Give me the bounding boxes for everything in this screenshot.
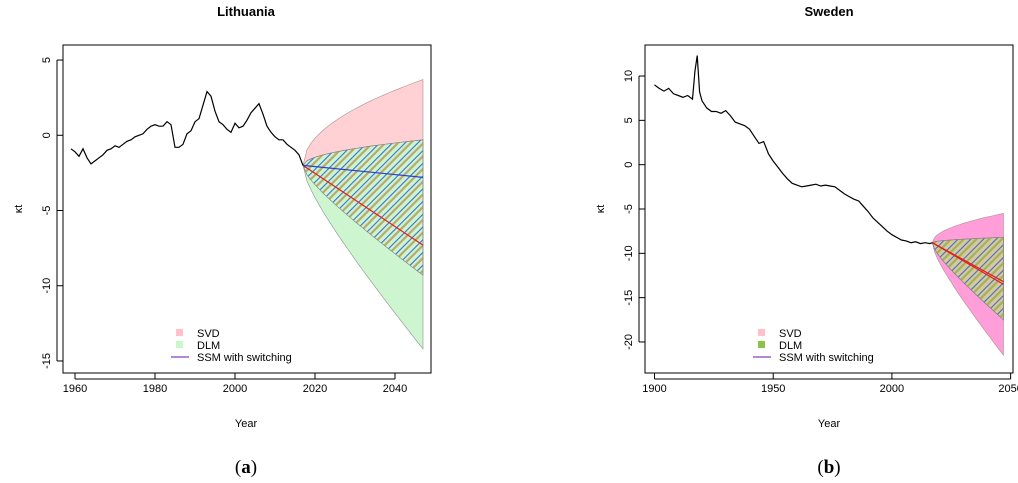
forecast-bands xyxy=(302,79,424,350)
ssm-band xyxy=(931,237,1004,321)
forecast-bands xyxy=(931,213,1004,357)
historical-line xyxy=(654,55,933,245)
legend-label: SSM with switching xyxy=(779,352,874,364)
ssm-forecast-line xyxy=(302,164,424,179)
x-tick-label: 1900 xyxy=(642,383,666,395)
historical-series xyxy=(70,90,304,166)
x-tick-label: 2040 xyxy=(383,383,407,395)
legend-swatch xyxy=(176,329,183,336)
panel-label: (b) xyxy=(817,457,840,478)
legend-label: DLM xyxy=(197,340,220,352)
plot-frame xyxy=(62,44,432,374)
historical-series xyxy=(654,55,933,245)
legend-swatch xyxy=(176,341,183,348)
y-tick-label: -10 xyxy=(623,245,635,261)
panel-lithuania: Lithuania 1960 1980 2000 2020 2040 5 0 -5 -10 -1… xyxy=(13,4,432,478)
ssm-forecast-line xyxy=(931,242,1004,283)
legend-swatch xyxy=(758,341,765,348)
x-tick-label: 1960 xyxy=(63,383,87,395)
panel-label: (a) xyxy=(235,457,257,478)
y-tick-label: -5 xyxy=(41,206,53,216)
legend-label: DLM xyxy=(779,340,802,352)
y-axis: 10 5 0 -5 -10 -15 -20 xyxy=(623,70,645,350)
y-tick-label: -20 xyxy=(623,334,635,350)
legend-label: SVD xyxy=(197,328,220,340)
y-tick-label: -10 xyxy=(41,278,53,294)
x-axis-label: Year xyxy=(235,418,258,430)
historical-line xyxy=(70,90,304,166)
x-axis: 1960 1980 2000 2020 2040 xyxy=(63,373,407,395)
x-tick-label: 2000 xyxy=(880,383,904,395)
y-tick-label: 5 xyxy=(41,57,53,63)
x-axis-label: Year xyxy=(818,418,841,430)
panel-sweden: Sweden 1900195020002050 1050-5-10-15-20 … xyxy=(595,4,1018,478)
legend-label: SVD xyxy=(779,328,802,340)
y-axis: 5 0 -5 -10 -15 xyxy=(41,57,63,369)
y-tick-label: 0 xyxy=(41,132,53,138)
y-axis-label: κt xyxy=(595,205,607,214)
chart-title: Sweden xyxy=(804,4,853,19)
y-tick-label: -15 xyxy=(623,290,635,306)
legend-label: SSM with switching xyxy=(197,352,292,364)
x-tick-label: 2000 xyxy=(223,383,247,395)
x-tick-label: 2050 xyxy=(998,383,1018,395)
x-tick-label: 2020 xyxy=(303,383,327,395)
ssm-band xyxy=(302,139,424,276)
y-tick-label: -15 xyxy=(41,353,53,369)
x-tick-label: 1980 xyxy=(143,383,167,395)
legend-swatch xyxy=(758,329,765,336)
x-axis: 1900 1950 2000 2050 xyxy=(642,373,1018,395)
y-tick-label: 0 xyxy=(623,162,635,168)
y-tick-label: 5 xyxy=(623,117,635,123)
x-tick-label: 1950 xyxy=(761,383,785,395)
y-tick-label: 10 xyxy=(623,70,635,82)
y-tick-label: -5 xyxy=(623,204,635,214)
y-axis-label: κt xyxy=(13,205,25,214)
dlm-forecast-line xyxy=(302,164,424,246)
chart-title: Lithuania xyxy=(217,4,276,19)
